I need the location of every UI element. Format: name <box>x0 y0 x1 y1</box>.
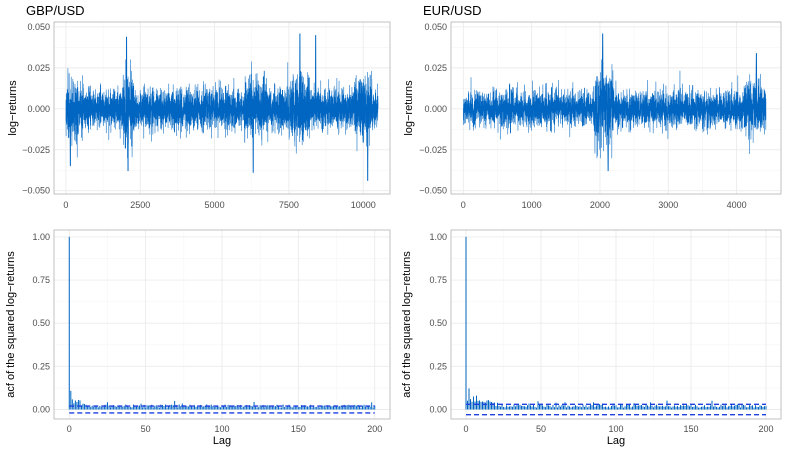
y-tick-label: 0.025 <box>424 63 447 73</box>
plot-area <box>465 236 767 416</box>
x-tick-label: 0 <box>63 200 68 210</box>
x-axis-title: Lag <box>607 435 625 447</box>
y-tick-label: 0.50 <box>429 318 447 328</box>
x-tick-label: 0 <box>461 200 466 210</box>
x-tick-label: 200 <box>758 424 773 434</box>
y-tick-label: 0.050 <box>424 22 447 32</box>
y-tick-label: 0.000 <box>424 104 447 114</box>
series-line <box>65 59 379 159</box>
x-tick-label: 50 <box>536 424 546 434</box>
y-tick-label: 0.75 <box>429 275 447 285</box>
y-tick-label: −0.025 <box>419 145 447 155</box>
y-tick-label: −0.025 <box>22 145 50 155</box>
x-axis-title: Lag <box>213 435 231 447</box>
panel-border <box>450 229 782 420</box>
panel-border <box>53 229 391 420</box>
series-spike <box>755 53 758 118</box>
chart-panel-4: 0 50 100 150 200 0.00 0.25 0.50 0.75 1.00 acf of t… <box>401 229 782 447</box>
x-tick-label: 0 <box>67 424 72 434</box>
x-tick-label: 5000 <box>205 200 225 210</box>
y-tick-label: 0.25 <box>429 361 447 371</box>
x-tick-label: 2000 <box>590 200 610 210</box>
x-tick-label: 150 <box>683 424 698 434</box>
y-tick-label: −0.050 <box>419 186 447 196</box>
x-tick-label: 7500 <box>279 200 299 210</box>
x-tick-label: 0 <box>463 424 468 434</box>
series-spike <box>601 33 604 121</box>
y-axis-title: log−returns <box>7 80 19 136</box>
panel-title: EUR/USD <box>423 3 482 18</box>
y-tick-label: 0.000 <box>27 104 50 114</box>
y-tick-label: 0.050 <box>27 22 50 32</box>
x-tick-label: 100 <box>214 424 229 434</box>
x-tick-label: 150 <box>291 424 306 434</box>
y-axis-title: acf of the squared log−returns <box>401 251 413 398</box>
x-tick-label: 50 <box>141 424 151 434</box>
x-tick-label: 100 <box>608 424 623 434</box>
x-tick-label: 200 <box>367 424 382 434</box>
chart-panel-3: 0 50 100 150 200 0.00 0.25 0.50 0.75 1.00 acf of t… <box>5 229 391 447</box>
x-tick-label: 4000 <box>727 200 747 210</box>
x-tick-label: 10000 <box>351 200 376 210</box>
panel-title: GBP/USD <box>26 3 85 18</box>
y-tick-label: 0.25 <box>32 361 50 371</box>
x-tick-label: 3000 <box>658 200 678 210</box>
chart-panel-2: 0 1000 2000 3000 4000 −0.050 −0.025 0.000 0.025 0… <box>403 3 782 210</box>
y-tick-label: 1.00 <box>32 232 50 242</box>
y-tick-label: 1.00 <box>429 232 447 242</box>
y-tick-label: 0.00 <box>32 405 50 415</box>
y-axis-title: acf of the squared log−returns <box>5 251 17 398</box>
y-tick-label: 0.50 <box>32 318 50 328</box>
series-line <box>463 59 767 159</box>
chart-panel-1: 0 2500 5000 7500 10000 −0.050 −0.025 0.000 0.025… <box>7 3 391 210</box>
y-tick-label: 0.025 <box>27 63 50 73</box>
x-tick-label: 2500 <box>130 200 150 210</box>
x-tick-label: 1000 <box>522 200 542 210</box>
panel-border <box>450 21 782 195</box>
y-axis-title: log−returns <box>403 80 415 136</box>
panel-border <box>53 21 391 195</box>
plot-area <box>68 236 376 414</box>
y-tick-label: 0.75 <box>32 275 50 285</box>
y-tick-label: −0.050 <box>22 186 50 196</box>
y-tick-label: 0.00 <box>429 405 447 415</box>
